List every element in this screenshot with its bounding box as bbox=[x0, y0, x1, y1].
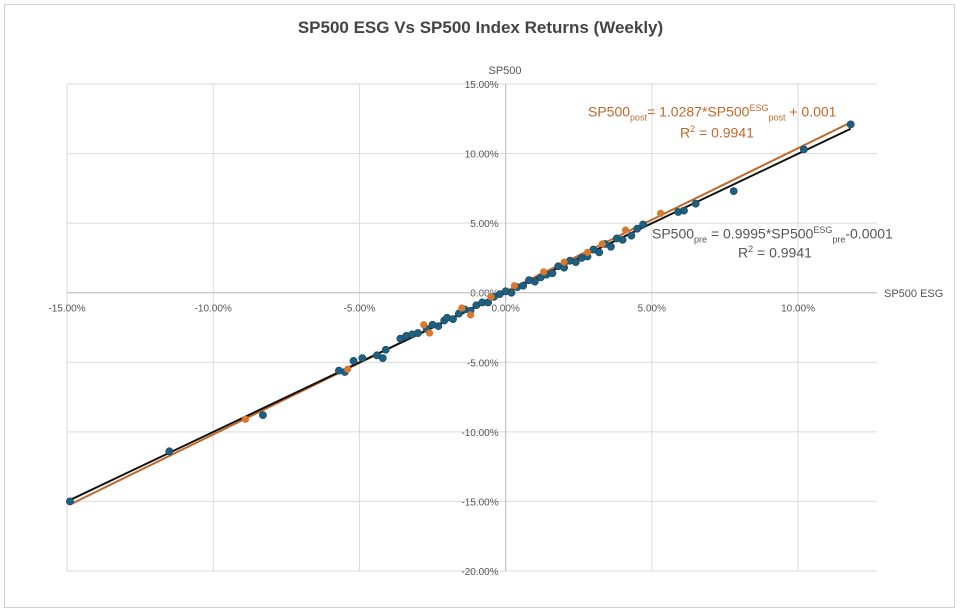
pre-data-point bbox=[606, 242, 615, 251]
y-tick-label: -5.00% bbox=[467, 358, 499, 369]
eq-text: = 0.9995*SP500 bbox=[707, 225, 814, 242]
pre-data-point bbox=[846, 120, 855, 129]
pre-data-point bbox=[618, 235, 627, 244]
pre-data-point bbox=[519, 281, 528, 290]
pre-data-point bbox=[639, 220, 647, 229]
eq-sup: ESG bbox=[749, 103, 769, 113]
y-tick-label: 10.00% bbox=[465, 150, 499, 161]
post-data-point bbox=[657, 209, 665, 218]
r2-sup: 2 bbox=[690, 124, 696, 134]
chart-title: SP500 ESG Vs SP500 Index Returns (Weekly… bbox=[297, 18, 664, 37]
pre-data-point bbox=[729, 187, 738, 196]
eq-text: -0.0001 bbox=[845, 225, 893, 242]
eq-sub: post bbox=[630, 112, 648, 123]
pre-data-point bbox=[507, 288, 516, 297]
pre-trend-r2: R2 = 0.9941 bbox=[738, 244, 812, 261]
post-data-point bbox=[487, 293, 495, 301]
pre-data-point bbox=[165, 447, 174, 456]
post-trend-r2: R2 = 0.9941 bbox=[680, 124, 754, 141]
pre-data-point bbox=[378, 354, 387, 363]
x-tick-label: -10.00% bbox=[195, 304, 232, 315]
r2-sup: 2 bbox=[748, 244, 754, 254]
pre-data-point bbox=[799, 145, 808, 154]
post-data-point bbox=[241, 415, 249, 423]
pre-data-point bbox=[414, 329, 422, 337]
y-tick-label: -20.00% bbox=[461, 567, 498, 578]
y-tick-label: -15.00% bbox=[461, 497, 498, 508]
r2-value: = 0.9941 bbox=[695, 124, 754, 141]
eq-sup: ESG bbox=[813, 225, 833, 235]
post-data-point bbox=[598, 240, 606, 248]
post-data-point bbox=[540, 268, 548, 276]
pre-data-point bbox=[633, 224, 642, 233]
pre-trend-equation: SP500pre = 0.9995*SP500ESGpre-0.0001 bbox=[652, 225, 893, 244]
y-axis-label: SP500 bbox=[488, 65, 521, 77]
pre-data-point bbox=[548, 269, 557, 278]
eq-sub: pre bbox=[694, 234, 708, 245]
pre-data-point bbox=[349, 356, 358, 365]
eq-sub: post bbox=[768, 112, 786, 123]
pre-data-point bbox=[66, 497, 74, 506]
pre-data-point bbox=[691, 199, 700, 208]
eq-sub: pre bbox=[832, 234, 846, 245]
pre-data-point bbox=[259, 411, 267, 420]
pre-data-point bbox=[530, 277, 539, 286]
pre-data-point bbox=[434, 322, 443, 331]
post-data-point bbox=[510, 282, 519, 290]
eq-text: + 0.001 bbox=[785, 103, 837, 120]
post-data-point bbox=[425, 329, 434, 337]
x-axis-label: SP500 ESG bbox=[884, 288, 943, 300]
post-data-point bbox=[466, 311, 475, 319]
eq-text: SP500 bbox=[588, 103, 631, 120]
chart-frame bbox=[4, 4, 955, 608]
pre-data-point bbox=[595, 248, 604, 257]
r2-text: R bbox=[738, 244, 749, 261]
post-data-point bbox=[621, 226, 630, 234]
x-tick-label: 10.00% bbox=[781, 304, 815, 315]
eq-text: SP500 bbox=[652, 225, 695, 242]
x-tick-label: -5.00% bbox=[344, 304, 376, 315]
post-data-point bbox=[458, 304, 466, 312]
y-tick-label: -10.00% bbox=[461, 428, 498, 439]
post-data-point bbox=[560, 258, 568, 266]
x-tick-label: 5.00% bbox=[638, 304, 666, 315]
pre-data-point bbox=[358, 354, 367, 363]
pre-data-point bbox=[680, 206, 688, 215]
x-tick-label: -15.00% bbox=[48, 304, 85, 315]
r2-value: = 0.9941 bbox=[753, 244, 812, 261]
pre-data-point bbox=[627, 231, 636, 240]
pre-data-point bbox=[449, 315, 457, 324]
post-data-point bbox=[583, 248, 592, 256]
post-trend-equation: SP500post= 1.0287*SP500ESGpost + 0.001 bbox=[588, 103, 836, 122]
y-tick-label: 15.00% bbox=[465, 80, 499, 91]
y-tick-label: 5.00% bbox=[470, 219, 498, 230]
r2-text: R bbox=[680, 124, 691, 141]
pre-data-point bbox=[381, 345, 390, 354]
post-data-point bbox=[420, 321, 428, 329]
pre-data-point bbox=[571, 258, 580, 267]
y-tick-label: 0.00% bbox=[470, 289, 498, 300]
post-data-point bbox=[344, 365, 352, 373]
eq-text: = 1.0287*SP500 bbox=[647, 103, 750, 120]
